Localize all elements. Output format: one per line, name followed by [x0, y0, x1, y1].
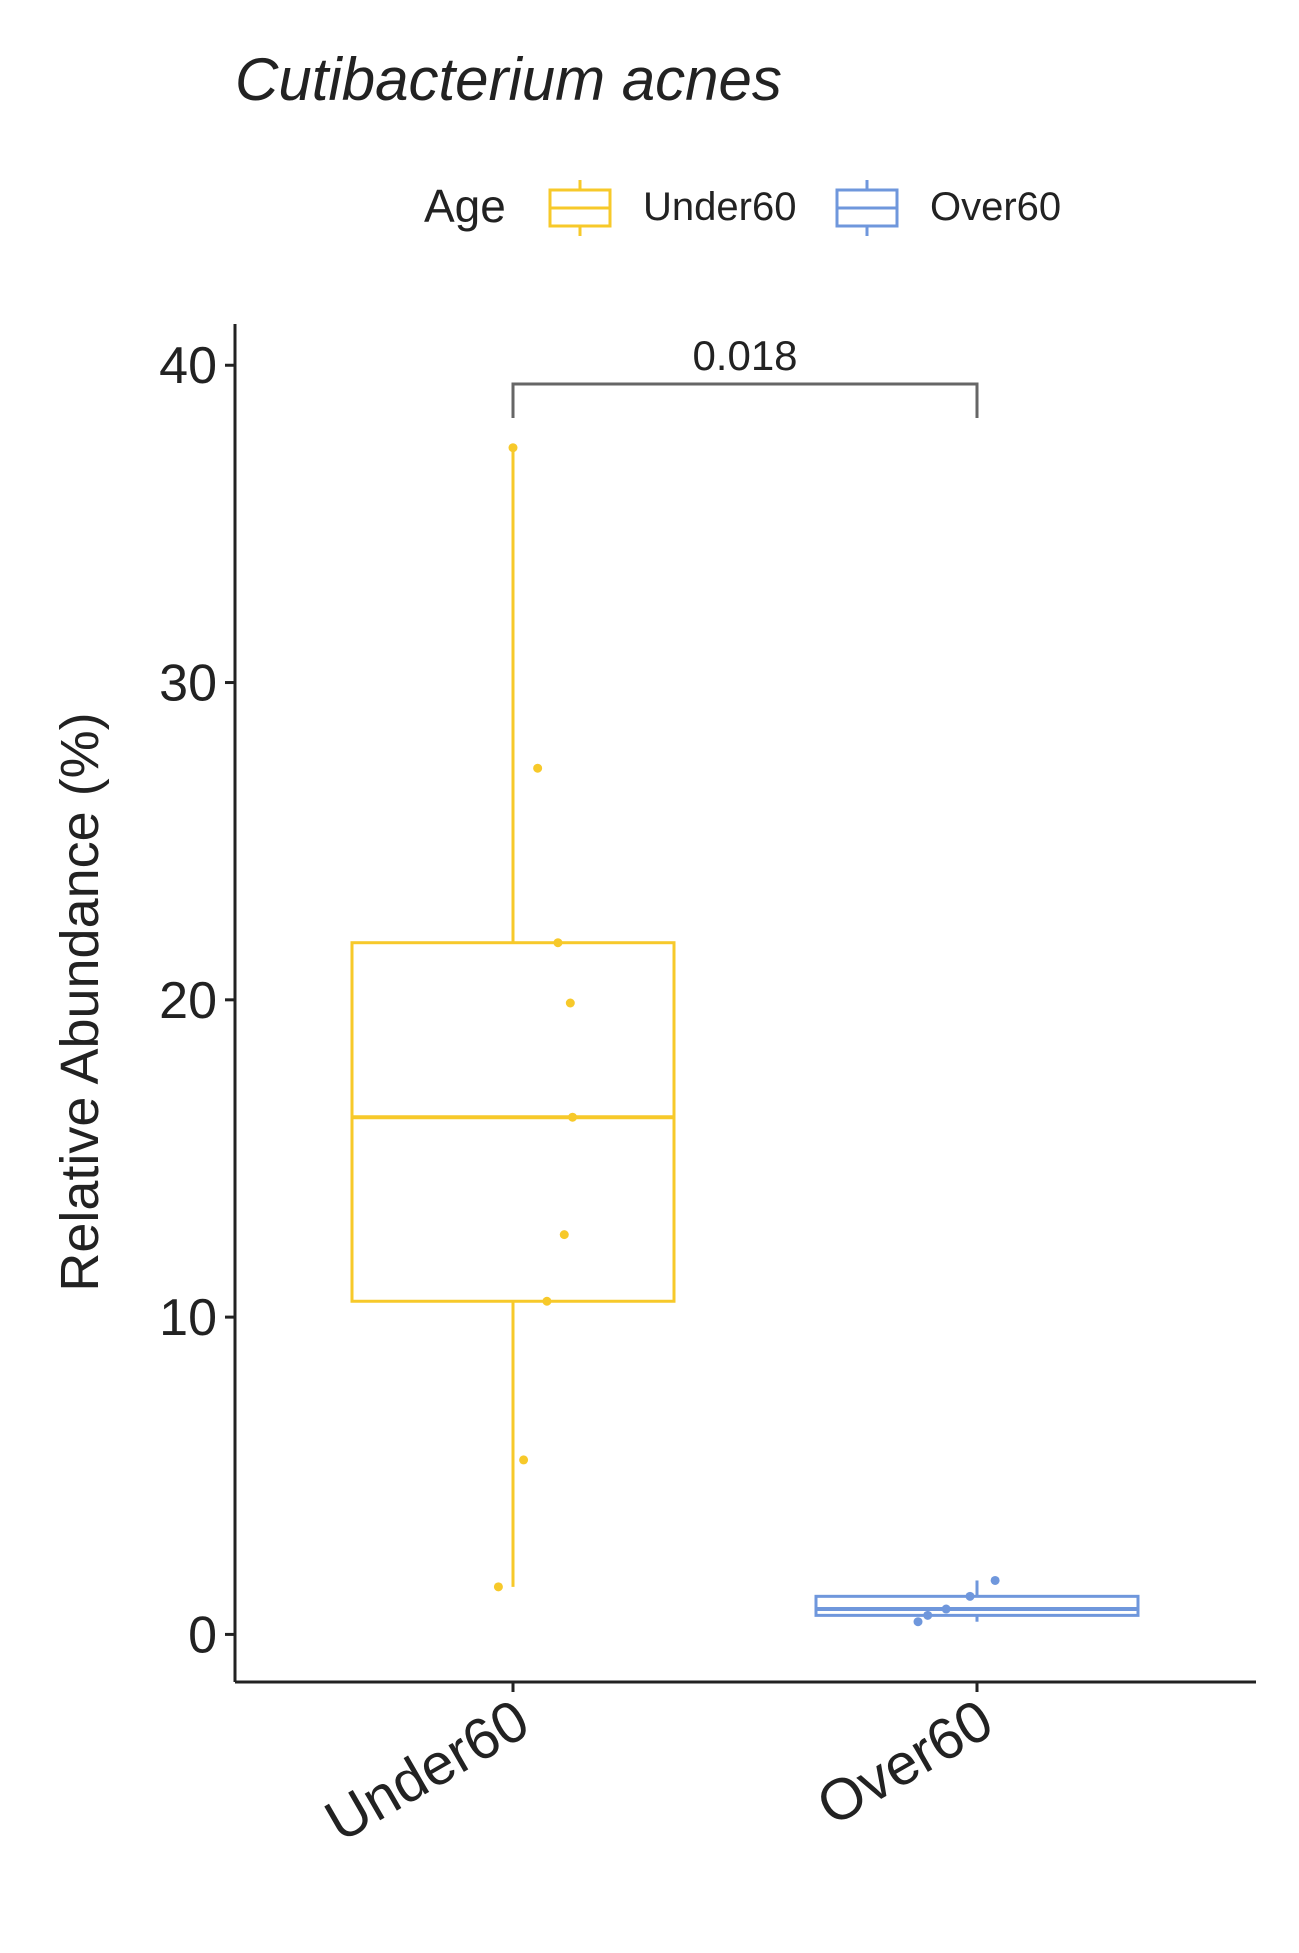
box	[350, 941, 676, 1303]
point	[553, 938, 563, 948]
y-axis-label: Relative Abundance (%)	[50, 712, 110, 1291]
point	[508, 443, 518, 453]
point	[565, 998, 575, 1008]
point	[493, 1582, 503, 1592]
y-tick-label: 20	[159, 972, 217, 1030]
point	[990, 1575, 1000, 1585]
legend-label: Under60	[643, 185, 796, 229]
x-tick-label: Over60	[806, 1687, 1003, 1838]
significance-bracket	[511, 382, 979, 418]
point	[542, 1296, 552, 1306]
point	[941, 1604, 951, 1614]
y-tick-label: 0	[188, 1606, 217, 1664]
legend-title: Age	[424, 180, 506, 232]
point	[533, 763, 543, 773]
x-tick-label: Under60	[314, 1687, 539, 1855]
y-tick-label: 40	[159, 337, 217, 395]
y-tick-label: 10	[159, 1289, 217, 1347]
point	[559, 1230, 569, 1240]
point	[965, 1591, 975, 1601]
p-value: 0.018	[692, 332, 797, 379]
point	[923, 1610, 933, 1620]
chart-title: Cutibacterium acnes	[235, 46, 782, 113]
point	[568, 1112, 578, 1122]
y-tick-label: 30	[159, 655, 217, 713]
legend-label: Over60	[930, 185, 1061, 229]
point	[519, 1455, 529, 1465]
box	[814, 1594, 1140, 1617]
point	[913, 1617, 923, 1627]
